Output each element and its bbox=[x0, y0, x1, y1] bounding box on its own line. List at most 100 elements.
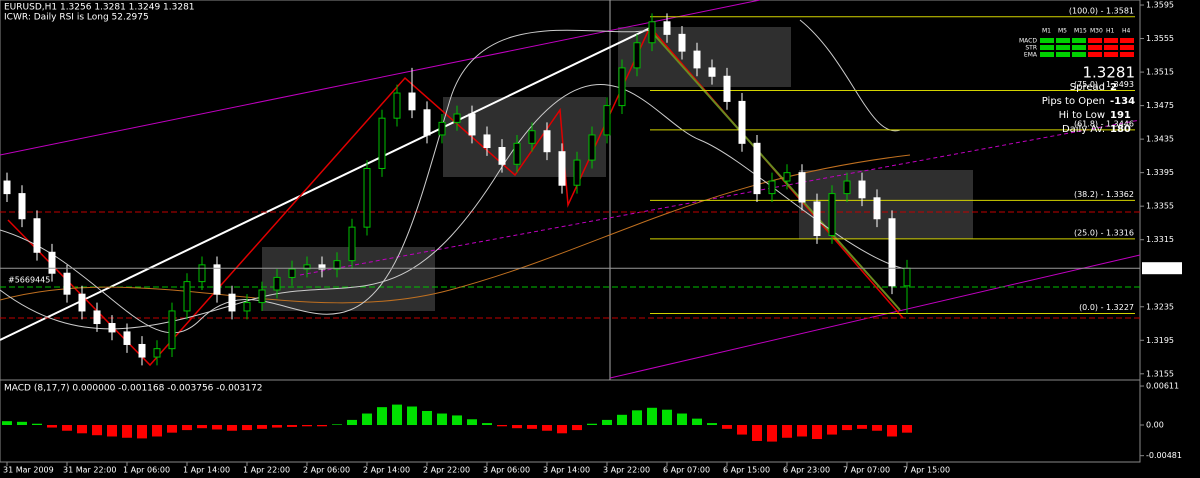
x-tick-label: 1 Apr 06:00 bbox=[123, 466, 170, 475]
macd-bar bbox=[797, 425, 807, 437]
signal-cell bbox=[1072, 38, 1086, 43]
macd-bar bbox=[632, 410, 642, 426]
candle-body bbox=[288, 268, 296, 278]
candle-body bbox=[768, 180, 776, 195]
candle-body bbox=[378, 117, 386, 169]
candle-body bbox=[183, 281, 191, 312]
candle-body bbox=[813, 201, 821, 237]
last-price-box bbox=[1142, 262, 1182, 275]
y-tick-label: 1.3155 bbox=[1146, 369, 1174, 378]
candle-body bbox=[273, 276, 281, 291]
candle-body bbox=[168, 310, 176, 350]
macd-bar bbox=[242, 425, 252, 431]
signal-cell bbox=[1088, 52, 1102, 57]
macd-bar bbox=[377, 407, 387, 426]
stat-label: Spread bbox=[1070, 82, 1105, 93]
y-tick-label: 0.00611 bbox=[1146, 382, 1179, 391]
macd-bar bbox=[137, 425, 147, 439]
panel-price: 1.3281 bbox=[1083, 64, 1136, 82]
signal-cell bbox=[1040, 45, 1054, 50]
fib-label: (61.8) - 1.3446 bbox=[1074, 119, 1134, 128]
macd-bar bbox=[437, 413, 447, 426]
macd-bar bbox=[332, 424, 342, 426]
y-tick-label: 0.00 bbox=[1146, 421, 1164, 430]
y-tick-label: 1.3595 bbox=[1146, 1, 1174, 10]
x-tick-label: 6 Apr 23:00 bbox=[783, 466, 830, 475]
timeframe-label: M1 bbox=[1042, 28, 1051, 35]
candle-body bbox=[3, 180, 11, 195]
candle-body bbox=[633, 42, 641, 69]
timeframe-label: M15 bbox=[1074, 28, 1087, 35]
macd-bar bbox=[707, 423, 717, 426]
candle-body bbox=[498, 147, 506, 165]
macd-bar bbox=[167, 425, 177, 433]
signal-cell bbox=[1056, 52, 1070, 57]
signal-cell bbox=[1072, 45, 1086, 50]
candle-body bbox=[723, 75, 731, 102]
macd-bar bbox=[737, 425, 747, 435]
candle-body bbox=[153, 348, 161, 358]
candle-body bbox=[783, 172, 791, 182]
candle-body bbox=[303, 264, 311, 270]
candle-body bbox=[63, 272, 71, 295]
candle-body bbox=[513, 142, 521, 165]
candle-body bbox=[258, 289, 266, 304]
candle-body bbox=[108, 323, 116, 333]
candle-body bbox=[468, 113, 476, 136]
candle-body bbox=[348, 226, 356, 262]
candle-body bbox=[843, 180, 851, 195]
candle-body bbox=[198, 264, 206, 283]
macd-bar bbox=[452, 415, 462, 426]
candle-body bbox=[138, 343, 146, 358]
macd-bar bbox=[482, 423, 492, 426]
macd-bar bbox=[542, 425, 552, 431]
candle-body bbox=[648, 21, 656, 44]
macd-bar bbox=[902, 425, 912, 433]
macd-bar bbox=[572, 425, 582, 431]
timeframe-label: M5 bbox=[1058, 28, 1067, 35]
candle-body bbox=[18, 193, 26, 220]
candle-body bbox=[753, 142, 761, 195]
candle-body bbox=[903, 267, 911, 287]
candle-body bbox=[78, 293, 86, 312]
timeframe-label: M30 bbox=[1090, 28, 1103, 35]
candle-body bbox=[858, 180, 866, 199]
stat-value: 2 bbox=[1110, 82, 1117, 93]
candle-body bbox=[213, 264, 221, 295]
candle-body bbox=[693, 50, 701, 69]
candle-body bbox=[423, 109, 431, 136]
macd-bar bbox=[152, 425, 162, 437]
candle-body bbox=[393, 92, 401, 119]
zones bbox=[262, 27, 973, 311]
candle-body bbox=[243, 302, 251, 312]
candle-body bbox=[123, 331, 131, 345]
macd-bar bbox=[512, 425, 522, 429]
macd-bar bbox=[647, 407, 657, 426]
y-tick-label: -0.00481 bbox=[1146, 451, 1182, 460]
candle-body bbox=[438, 121, 446, 136]
x-tick-label: 7 Apr 15:00 bbox=[903, 466, 950, 475]
macd-bar bbox=[32, 423, 42, 426]
signal-cell bbox=[1120, 45, 1134, 50]
candle-body bbox=[543, 130, 551, 153]
macd-bar bbox=[587, 423, 597, 426]
x-tick-label: 2 Apr 06:00 bbox=[303, 466, 350, 475]
macd-bar bbox=[287, 425, 297, 427]
fib-label: (0.0) - 1.3227 bbox=[1079, 303, 1134, 312]
candle-body bbox=[558, 151, 566, 186]
macd-bar bbox=[302, 425, 312, 427]
candle-body bbox=[618, 67, 626, 107]
macd-bar bbox=[782, 425, 792, 438]
macd-bar bbox=[182, 425, 192, 431]
candle-body bbox=[678, 33, 686, 52]
macd-bar bbox=[857, 425, 867, 429]
stat-value: 180 bbox=[1110, 124, 1131, 135]
candle-body bbox=[828, 193, 836, 237]
y-tick-label: 1.3395 bbox=[1146, 168, 1174, 177]
x-tick-label: 31 Mar 2009 bbox=[3, 466, 54, 475]
stat-label: Pips to Open bbox=[1042, 96, 1105, 107]
chart-subtitle: ICWR: Daily RSI is Long 52.2975 bbox=[4, 13, 149, 23]
candle-body bbox=[798, 172, 806, 203]
candle-body bbox=[588, 134, 596, 161]
macd-bar bbox=[842, 425, 852, 431]
